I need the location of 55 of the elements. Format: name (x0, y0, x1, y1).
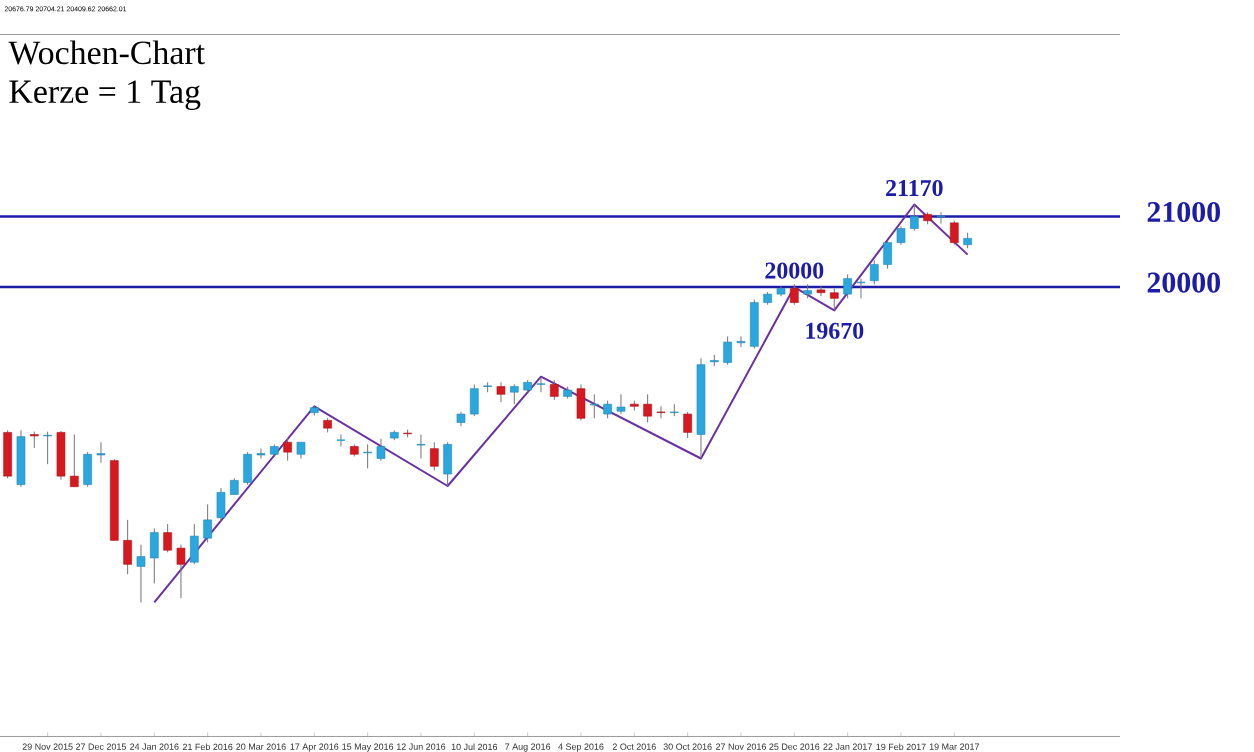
candlestick (576, 383, 586, 421)
candlestick (643, 393, 652, 424)
candlestick (443, 441, 452, 487)
text: Kerze = 1 Tag (9, 80, 201, 111)
candlestick (870, 259, 879, 285)
candlestick (883, 239, 892, 270)
candlestick (203, 503, 212, 543)
candlestick (376, 438, 386, 462)
candlestick (856, 278, 866, 299)
candlestick (510, 383, 519, 405)
ref-line-label: 20000 (1147, 272, 1220, 293)
candlestick (336, 434, 346, 448)
candlestick (723, 335, 732, 366)
candlestick (56, 430, 66, 481)
candlestick (683, 411, 692, 439)
candlestick (96, 441, 106, 464)
candlestick (150, 527, 159, 584)
candlestick (3, 429, 12, 479)
candlestick (190, 523, 199, 565)
candlestick (216, 487, 226, 523)
candlestick (843, 273, 852, 299)
candlestick (656, 405, 666, 419)
candlestick (750, 299, 759, 349)
candlestick (136, 544, 146, 603)
candlestick (363, 443, 372, 469)
candlestick (616, 393, 626, 415)
candlestick (83, 451, 92, 488)
candlestick (176, 544, 186, 599)
candlestick (816, 285, 826, 297)
candlestick (910, 204, 919, 232)
candlestick (830, 287, 839, 311)
candlestick (550, 379, 559, 401)
candlestick (790, 283, 799, 306)
annotation: 20000 (765, 262, 824, 279)
annotation: 19670 (806, 322, 864, 339)
ref-line-label: 21000 (1147, 201, 1220, 223)
candlestick (590, 393, 599, 419)
candlestick (470, 383, 479, 417)
candlestick (496, 381, 506, 403)
candlestick (43, 431, 52, 465)
candlestick (736, 335, 746, 348)
candlestick (536, 376, 546, 393)
candlestick (243, 451, 252, 486)
candlestick (16, 429, 26, 488)
chart-title: Wochen-Chart (8, 40, 205, 65)
candlestick (163, 523, 172, 553)
candlestick (950, 220, 959, 246)
annotation: 21170 (886, 179, 943, 197)
candlestick (416, 434, 426, 459)
candlestick (70, 434, 79, 488)
candlestick (430, 441, 439, 471)
candlestick (283, 437, 292, 462)
candlestick (123, 519, 132, 575)
candlestick (936, 211, 946, 225)
candlestick (896, 225, 906, 246)
